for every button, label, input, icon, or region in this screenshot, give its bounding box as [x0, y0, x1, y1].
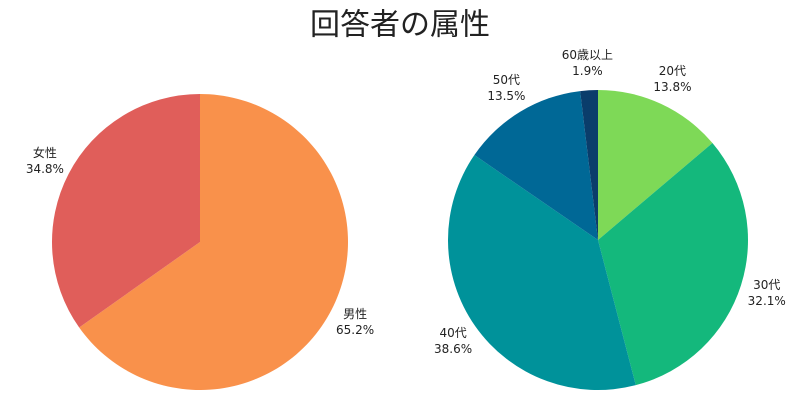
- slice-label: 女性: [33, 145, 57, 160]
- pie-slice: [51, 94, 200, 328]
- slice-label: 60歳以上: [562, 48, 613, 62]
- value-label: 13.8%: [653, 80, 691, 94]
- value-label: 32.1%: [748, 294, 786, 308]
- pie-slice: [598, 143, 748, 386]
- slice-label: 40代: [439, 326, 466, 340]
- pie-slice: [580, 90, 598, 240]
- slice-label: 30代: [753, 278, 780, 292]
- pie-slice: [79, 94, 348, 390]
- value-label: 13.5%: [487, 89, 525, 103]
- value-label: 38.6%: [434, 342, 472, 356]
- value-label: 1.9%: [572, 64, 603, 78]
- pie-slice: [598, 90, 713, 240]
- chart-title: 回答者の属性: [310, 8, 490, 43]
- pie-slice: [474, 91, 598, 240]
- value-label: 34.8%: [26, 162, 64, 176]
- pie-slice: [447, 155, 636, 390]
- slice-label: 男性: [343, 307, 367, 321]
- slice-label: 50代: [493, 73, 520, 87]
- slice-label: 20代: [659, 64, 686, 78]
- value-label: 65.2%: [336, 323, 374, 337]
